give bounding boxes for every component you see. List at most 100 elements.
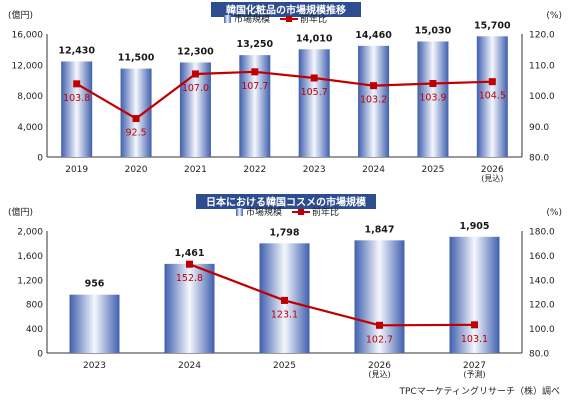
right-tick-label: 180.0 <box>529 228 555 238</box>
right-tick-label: 120.0 <box>529 301 555 311</box>
ratio-marker <box>281 296 288 304</box>
right-tick-label: 80.0 <box>529 154 549 164</box>
x-tick-label: 2021 <box>184 165 207 175</box>
chart-title: 日本における韓国コスメの市場規模 <box>206 196 367 209</box>
ratio-value-label: 92.5 <box>125 128 146 139</box>
chart-title: 韓国化粧品の市場規模推移 <box>226 4 346 17</box>
left-tick-label: 400 <box>26 325 43 335</box>
x-tick-label: 2025 <box>421 165 444 175</box>
x-tick-label: 2026 <box>481 165 504 175</box>
left-tick-label: 800 <box>26 301 43 311</box>
x-tick-label: 2023 <box>303 165 326 175</box>
x-tick-label: 2020 <box>125 165 148 175</box>
ratio-value-label: 107.7 <box>241 81 268 92</box>
right-tick-label: 100.0 <box>529 92 555 102</box>
ratio-value-label: 103.2 <box>360 95 387 106</box>
legend-marker-line <box>298 209 304 215</box>
right-tick-label: 160.0 <box>529 252 555 262</box>
x-tick-sublabel: (見込) <box>368 370 390 379</box>
x-tick-label: 2024 <box>178 361 201 371</box>
right-axis-unit: (%) <box>546 208 562 218</box>
legend-marker-line <box>286 16 292 22</box>
bar-value-label: 14,460 <box>355 30 392 41</box>
bar-value-label: 1,798 <box>269 227 299 238</box>
bar <box>476 36 508 157</box>
bar-value-label: 14,010 <box>296 33 333 44</box>
ratio-marker <box>488 78 496 86</box>
ratio-line <box>189 263 475 327</box>
ratio-value-label: 104.5 <box>479 91 506 102</box>
ratio-marker <box>471 321 478 329</box>
left-tick-label: 2,000 <box>17 228 43 238</box>
right-tick-label: 90.0 <box>529 123 549 133</box>
bar-value-label: 12,430 <box>58 45 95 56</box>
left-tick-label: 0 <box>37 350 43 360</box>
ratio-marker <box>132 115 140 123</box>
bar <box>449 236 500 353</box>
ratio-marker <box>370 82 378 90</box>
bar <box>358 45 390 158</box>
right-tick-label: 110.0 <box>529 61 555 71</box>
ratio-marker <box>376 321 383 329</box>
left-tick-label: 16,000 <box>12 31 44 41</box>
x-tick-label: 2022 <box>243 165 266 175</box>
ratio-value-label: 123.1 <box>271 309 298 320</box>
bar <box>61 61 93 157</box>
bar-value-label: 1,905 <box>459 221 489 232</box>
ratio-value-label: 152.8 <box>176 273 203 284</box>
ratio-marker <box>251 68 259 76</box>
ratio-value-label: 103.9 <box>419 93 446 104</box>
x-tick-sublabel: (見込) <box>481 174 503 183</box>
ratio-value-label: 105.7 <box>301 87 328 98</box>
ratio-marker <box>73 80 81 88</box>
right-tick-label: 120.0 <box>529 31 555 41</box>
ratio-value-label: 103.1 <box>461 334 488 345</box>
legend-swatch-bar <box>236 208 243 216</box>
ratio-marker <box>429 80 437 88</box>
bar-value-label: 12,300 <box>177 46 214 57</box>
bar <box>298 49 330 157</box>
left-tick-label: 0 <box>37 154 43 164</box>
x-tick-label: 2026 <box>368 361 391 371</box>
x-tick-label: 2019 <box>65 165 88 175</box>
right-tick-label: 100.0 <box>529 325 555 335</box>
left-tick-label: 1,600 <box>17 252 43 262</box>
left-tick-label: 1,200 <box>17 276 43 286</box>
ratio-marker <box>310 74 318 82</box>
right-axis-unit: (%) <box>546 11 562 21</box>
right-tick-label: 140.0 <box>529 276 555 286</box>
title-box <box>211 2 361 17</box>
x-tick-label: 2023 <box>83 361 106 371</box>
right-tick-label: 80.0 <box>529 350 549 360</box>
x-tick-sublabel: (予測) <box>463 369 485 379</box>
left-tick-label: 12,000 <box>12 61 44 71</box>
bar <box>417 41 449 157</box>
legend-label-line: 前年比 <box>300 13 327 25</box>
legend-swatch-bar <box>224 15 231 23</box>
bar-value-label: 956 <box>85 279 105 290</box>
x-tick-label: 2024 <box>362 165 385 175</box>
bar <box>179 62 211 157</box>
left-axis-unit: (億円) <box>8 9 33 21</box>
ratio-value-label: 107.0 <box>182 83 209 94</box>
bar-value-label: 1,847 <box>364 224 394 235</box>
legend-label-bar: 市場規模 <box>246 206 282 218</box>
bar-value-label: 15,030 <box>415 25 452 36</box>
legend-label-bar: 市場規模 <box>234 13 270 25</box>
bar <box>69 294 120 353</box>
bar <box>164 263 215 353</box>
source-note: TPCマーケティングリサーチ（株）調べ <box>399 385 561 397</box>
x-tick-label: 2027 <box>463 361 486 371</box>
ratio-marker <box>186 260 193 268</box>
ratio-value-label: 103.8 <box>63 93 90 104</box>
bar-value-label: 1,461 <box>174 248 204 259</box>
bar-value-label: 11,500 <box>118 53 155 64</box>
ratio-value-label: 102.7 <box>366 334 393 345</box>
bar-value-label: 13,250 <box>236 39 273 50</box>
ratio-line <box>76 70 493 120</box>
ratio-marker <box>191 70 199 78</box>
x-tick-label: 2025 <box>273 361 296 371</box>
